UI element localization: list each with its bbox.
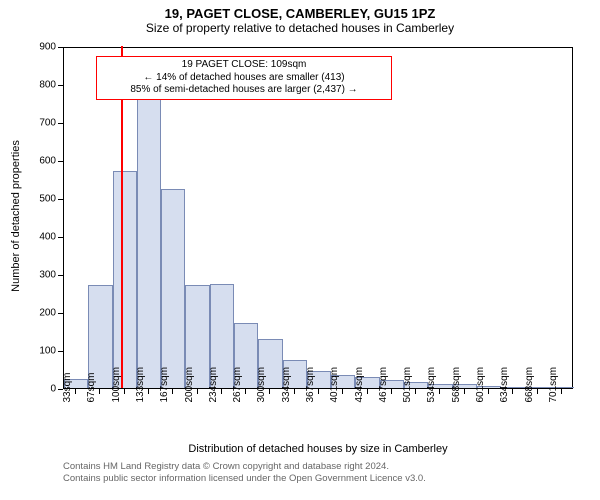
- annotation-line-3: 85% of semi-detached houses are larger (…: [103, 84, 385, 97]
- x-tick-mark: [464, 389, 465, 394]
- y-tick-mark: [58, 199, 63, 200]
- x-tick-mark: [245, 389, 246, 394]
- footer-text: Contains HM Land Registry data © Crown c…: [63, 461, 426, 486]
- y-tick-label: 300: [0, 270, 56, 281]
- y-tick-label: 900: [0, 42, 56, 53]
- y-tick-label: 200: [0, 308, 56, 319]
- y-tick-label: 600: [0, 156, 56, 167]
- y-tick-label: 100: [0, 346, 56, 357]
- histogram-bar: [161, 189, 185, 389]
- chart-container: 19, PAGET CLOSE, CAMBERLEY, GU15 1PZ Siz…: [0, 0, 600, 500]
- y-tick-label: 700: [0, 118, 56, 129]
- x-tick-mark: [294, 389, 295, 394]
- footer-line-2: Contains public sector information licen…: [63, 473, 426, 485]
- y-tick-label: 400: [0, 232, 56, 243]
- annotation-line-2: ← 14% of detached houses are smaller (41…: [103, 72, 385, 85]
- title-line2: Size of property relative to detached ho…: [0, 21, 600, 35]
- histogram-bar: [113, 171, 137, 388]
- x-tick-mark: [415, 389, 416, 394]
- x-tick-mark: [561, 389, 562, 394]
- y-tick-label: 800: [0, 80, 56, 91]
- y-tick-mark: [58, 237, 63, 238]
- x-tick-mark: [512, 389, 513, 394]
- y-tick-mark: [58, 161, 63, 162]
- x-tick-mark: [342, 389, 343, 394]
- y-axis-label: Number of detached properties: [10, 45, 22, 387]
- histogram-bar: [137, 90, 161, 388]
- x-tick-mark: [75, 389, 76, 394]
- x-tick-mark: [197, 389, 198, 394]
- x-tick-mark: [488, 389, 489, 394]
- title-line1: 19, PAGET CLOSE, CAMBERLEY, GU15 1PZ: [0, 0, 600, 21]
- annotation-box: 19 PAGET CLOSE: 109sqm ← 14% of detached…: [96, 56, 392, 100]
- x-tick-mark: [269, 389, 270, 394]
- y-tick-mark: [58, 123, 63, 124]
- x-tick-mark: [439, 389, 440, 394]
- y-tick-label: 500: [0, 194, 56, 205]
- x-tick-mark: [148, 389, 149, 394]
- x-tick-mark: [221, 389, 222, 394]
- y-tick-mark: [58, 85, 63, 86]
- x-tick-mark: [124, 389, 125, 394]
- footer-line-1: Contains HM Land Registry data © Crown c…: [63, 461, 426, 473]
- x-tick-mark: [172, 389, 173, 394]
- y-tick-mark: [58, 47, 63, 48]
- y-tick-mark: [58, 275, 63, 276]
- x-tick-mark: [367, 389, 368, 394]
- x-tick-mark: [391, 389, 392, 394]
- annotation-line-1: 19 PAGET CLOSE: 109sqm: [103, 59, 385, 72]
- y-tick-mark: [58, 351, 63, 352]
- y-tick-label: 0: [0, 384, 56, 395]
- x-tick-mark: [318, 389, 319, 394]
- x-tick-mark: [99, 389, 100, 394]
- x-axis-label: Distribution of detached houses by size …: [63, 443, 573, 455]
- x-tick-mark: [537, 389, 538, 394]
- y-tick-mark: [58, 313, 63, 314]
